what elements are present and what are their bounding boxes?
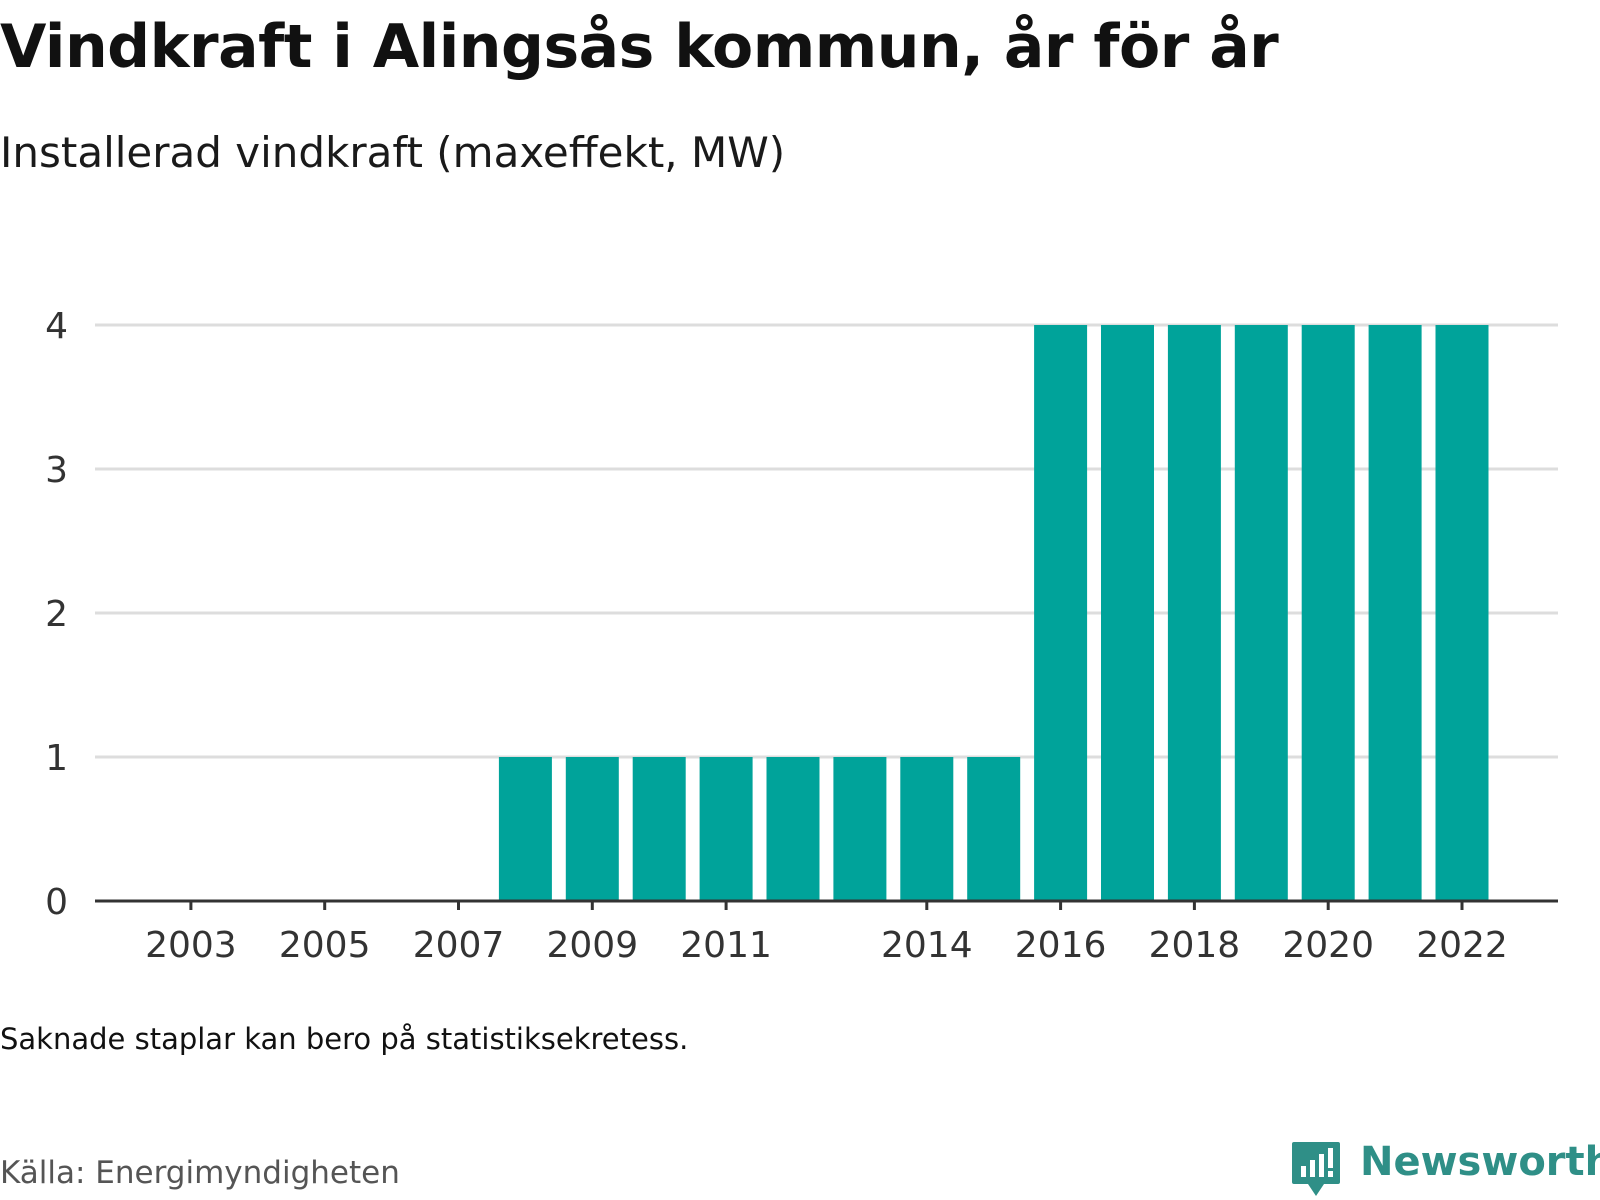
chart-subtitle: Installerad vindkraft (maxeffekt, MW) <box>0 128 786 177</box>
bar <box>1034 325 1088 901</box>
x-tick-label: 2009 <box>546 925 638 966</box>
footnote: Saknade staplar kan bero på statistiksek… <box>0 1022 689 1056</box>
bar <box>498 757 552 901</box>
x-tick-label: 2016 <box>1015 925 1107 966</box>
x-tick-label: 2007 <box>413 925 505 966</box>
bar <box>1234 325 1288 901</box>
bar <box>699 757 753 901</box>
bar <box>766 757 820 901</box>
x-tick-label: 2022 <box>1416 925 1508 966</box>
source-credit: Källa: Energimyndigheten <box>0 1155 400 1191</box>
y-tick-label: 0 <box>45 882 68 923</box>
bar <box>1435 325 1489 901</box>
x-tick-label: 2014 <box>881 925 973 966</box>
bar-series <box>498 325 1489 901</box>
x-tick-label: 2011 <box>680 925 772 966</box>
bar <box>1167 325 1221 901</box>
bar <box>900 757 954 901</box>
bar <box>1301 325 1355 901</box>
newsworthy-logo-icon <box>1292 1142 1340 1196</box>
x-tick-label: 2003 <box>145 925 237 966</box>
chart-title: Vindkraft i Alingsås kommun, år för år <box>0 12 1279 82</box>
brand-name: Newsworthy <box>1360 1139 1600 1185</box>
bar <box>1101 325 1154 901</box>
x-tick-label: 2005 <box>279 925 371 966</box>
x-tick-label: 2018 <box>1149 925 1241 966</box>
bar <box>967 757 1021 901</box>
bar <box>833 757 887 901</box>
bar <box>565 757 619 901</box>
y-tick-label: 1 <box>45 738 68 779</box>
y-tick-label: 3 <box>45 450 68 491</box>
y-tick-label: 2 <box>45 594 68 635</box>
bar <box>1368 325 1422 901</box>
y-axis-ticks: 0 1 2 3 4 <box>45 306 68 923</box>
y-tick-label: 4 <box>45 306 68 347</box>
brand-logo: Newsworthy <box>1290 1140 1600 1200</box>
bar <box>632 757 686 901</box>
x-tick-label: 2020 <box>1282 925 1374 966</box>
x-axis-ticks: 2003 2005 2007 2009 2011 2014 2016 2018 2020 2022 <box>145 901 1508 966</box>
